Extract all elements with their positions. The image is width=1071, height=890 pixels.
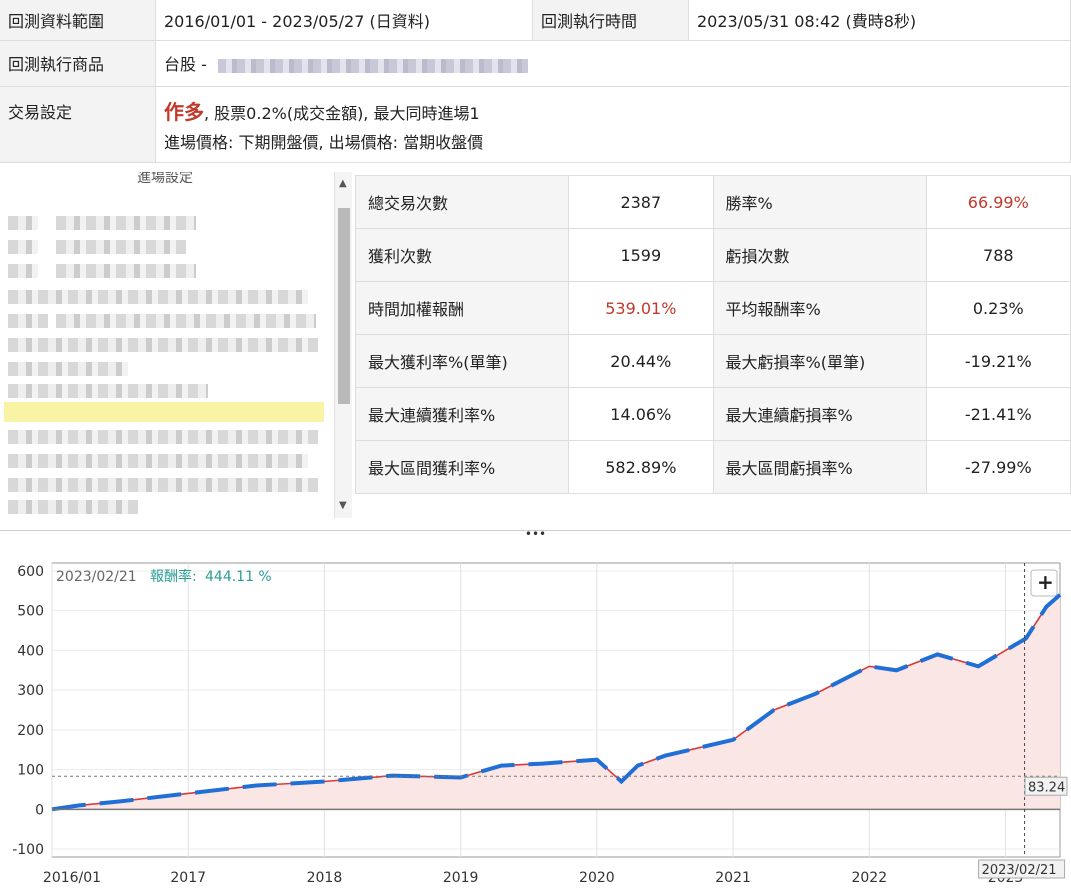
return-line-highlight (51, 593, 1062, 812)
stats-row: 最大獲利率%(單筆) 20.44% 最大虧損率%(單筆) -19.21% (354, 334, 1071, 388)
trade-cell: 作多, 股票0.2%(成交金額), 最大同時進場1 進場價格: 下期開盤價, 出… (155, 86, 1071, 163)
redacted-row (56, 264, 196, 278)
cursor-value: 83.24 (1028, 780, 1065, 795)
stat-value: 0.23% (925, 281, 1071, 335)
zoom-icon[interactable]: + (1037, 570, 1054, 594)
backtest-info-table: 回測資料範圍 2016/01/01 - 2023/05/27 (日資料) 回測執… (0, 0, 1071, 163)
cursor-date-box (978, 859, 1066, 879)
scroll-up-icon[interactable]: ▲ (339, 178, 347, 189)
scrollbar-thumb[interactable] (338, 208, 350, 404)
tooltip-date: 2023/02/21 (56, 569, 137, 585)
stat-value: 788 (925, 228, 1071, 282)
stat-value: 14.06% (568, 387, 714, 441)
x-tick-label: 2022 (851, 870, 887, 886)
stat-label: 最大連續獲利率% (354, 387, 570, 441)
zoom-button[interactable] (1030, 569, 1058, 597)
exec-time-label: 回測執行時間 (532, 0, 689, 41)
stat-label: 時間加權報酬 (354, 281, 570, 335)
cursor-value-box (1024, 776, 1068, 796)
stat-label: 總交易次數 (354, 175, 570, 229)
product-value: 台股 - (164, 55, 207, 74)
entry-settings-panel[interactable]: 進場設定 ▲ ▼ (0, 172, 352, 518)
selected-row-highlight[interactable] (4, 402, 324, 422)
redacted-row (8, 314, 48, 328)
vertical-scrollbar[interactable]: ▲ ▼ (334, 172, 352, 518)
redacted-row (8, 338, 318, 352)
stats-row: 時間加權報酬 539.01% 平均報酬率% 0.23% (354, 281, 1071, 335)
stat-label: 最大連續虧損率% (712, 387, 927, 441)
panel-splitter[interactable]: ••• (0, 528, 1071, 541)
tooltip-label: 報酬率: (150, 568, 197, 585)
y-tick-label: 0 (35, 802, 44, 818)
range-value: 2016/01/01 - 2023/05/27 (日資料) (155, 0, 533, 41)
x-tick-label: 2021 (715, 870, 751, 886)
y-tick-label: 200 (17, 723, 44, 739)
x-tick-label: 2018 (307, 870, 343, 886)
x-tick-label: 2016/01 (43, 870, 101, 886)
redacted-row (8, 362, 128, 376)
y-tick-label: -100 (12, 842, 44, 858)
stat-value: -19.21% (925, 334, 1071, 388)
y-tick-label: 300 (17, 683, 44, 699)
redacted-row (8, 384, 208, 398)
stat-value: 539.01% (568, 281, 714, 335)
range-label: 回測資料範圍 (0, 0, 156, 41)
y-tick-label: 600 (17, 564, 44, 580)
stat-label: 獲利次數 (354, 228, 570, 282)
stat-label: 虧損次數 (712, 228, 927, 282)
stat-label: 最大虧損率%(單筆) (712, 334, 927, 388)
stat-label: 最大獲利率%(單筆) (354, 334, 570, 388)
stats-row: 獲利次數 1599 虧損次數 788 (354, 228, 1071, 282)
scroll-down-icon[interactable]: ▼ (339, 500, 347, 511)
stat-label: 勝率% (712, 175, 927, 229)
redacted-row (56, 216, 196, 230)
redacted-row (56, 314, 316, 328)
y-axis-ticks: 600 500 400 300 200 100 0 -100 (12, 564, 44, 858)
exec-time-value: 2023/05/31 08:42 (費時8秒) (688, 0, 1071, 41)
stats-table: 總交易次數 2387 勝率% 66.99% 獲利次數 1599 虧損次數 788 時間加權報酬 5… (354, 175, 1071, 494)
y-tick-label: 100 (17, 763, 44, 779)
stat-value: 1599 (568, 228, 714, 282)
tooltip-value: 444.11 % (205, 569, 272, 585)
stat-value: 20.44% (568, 334, 714, 388)
redacted-row (8, 264, 38, 278)
return-chart[interactable]: 600 500 400 300 200 100 0 -100 2016/01 2017 2018 2… (0, 545, 1071, 890)
trade-line-1: , 股票0.2%(成交金額), 最大同時進場1 (204, 103, 480, 123)
stat-value: 66.99% (925, 175, 1071, 229)
return-area (52, 594, 1060, 810)
redacted-row (56, 240, 186, 254)
redacted-row (8, 430, 318, 444)
stat-value: -21.41% (925, 387, 1071, 441)
trade-label: 交易設定 (0, 86, 156, 163)
y-tick-label: 400 (17, 643, 44, 659)
stat-value: 2387 (568, 175, 714, 229)
redacted-row (8, 240, 38, 254)
stat-label: 最大區間獲利率% (354, 440, 570, 494)
product-cell: 台股 - (155, 40, 1071, 87)
trade-direction: 作多 (164, 99, 204, 124)
stat-label: 平均報酬率% (712, 281, 927, 335)
stats-row: 最大連續獲利率% 14.06% 最大連續虧損率% -21.41% (354, 387, 1071, 441)
product-redacted (217, 58, 528, 73)
redacted-row (8, 290, 308, 304)
stats-row: 總交易次數 2387 勝率% 66.99% (354, 175, 1071, 229)
stat-value: 582.89% (568, 440, 714, 494)
x-tick-label: 2017 (170, 870, 206, 886)
redacted-row (8, 216, 38, 230)
y-tick-label: 500 (17, 604, 44, 620)
stats-row: 最大區間獲利率% 582.89% 最大區間虧損率% -27.99% (354, 440, 1071, 494)
redacted-row (8, 500, 138, 514)
stat-value: -27.99% (925, 440, 1071, 494)
stat-label: 最大區間虧損率% (712, 440, 927, 494)
trade-line-2: 進場價格: 下期開盤價, 出場價格: 當期收盤價 (164, 132, 484, 152)
redacted-row (8, 454, 308, 468)
x-tick-label: 2020 (579, 870, 615, 886)
x-tick-label: 2019 (443, 870, 479, 886)
product-label: 回測執行商品 (0, 40, 156, 87)
entry-settings-title: 進場設定 (137, 172, 193, 186)
cursor-date: 2023/02/21 (982, 863, 1057, 878)
redacted-row (8, 478, 318, 492)
